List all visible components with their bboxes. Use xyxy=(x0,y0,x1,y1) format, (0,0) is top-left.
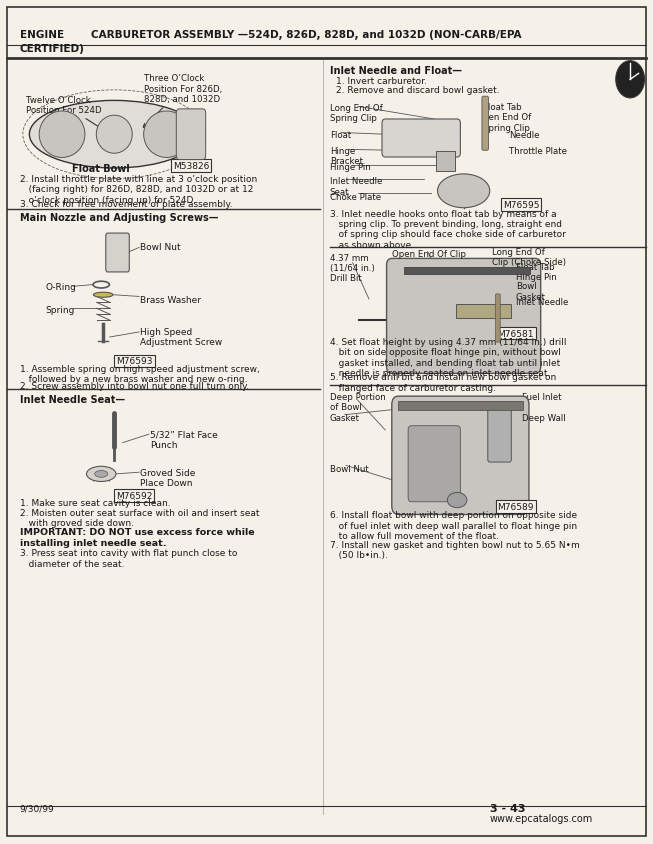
FancyBboxPatch shape xyxy=(404,268,530,275)
Text: M76595: M76595 xyxy=(503,201,539,210)
Text: Deep Portion
of Bowl: Deep Portion of Bowl xyxy=(330,392,385,412)
Text: Bowl Nut: Bowl Nut xyxy=(140,243,181,252)
Ellipse shape xyxy=(438,175,490,208)
Ellipse shape xyxy=(39,112,85,159)
Circle shape xyxy=(616,62,645,99)
Text: M76593: M76593 xyxy=(116,357,153,366)
Text: M53826: M53826 xyxy=(173,162,210,171)
Text: 3. Inlet needle hooks onto float tab by means of a
   spring clip. To prevent bi: 3. Inlet needle hooks onto float tab by … xyxy=(330,209,565,250)
Text: 2. Install throttle plate with line at 3 o’clock position
   (facing right) for : 2. Install throttle plate with line at 3… xyxy=(20,175,257,204)
Text: IMPORTANT: DO NOT use excess force while
installing inlet needle seat.: IMPORTANT: DO NOT use excess force while… xyxy=(20,528,254,547)
Text: Main Nozzle and Adjusting Screws—: Main Nozzle and Adjusting Screws— xyxy=(20,213,218,223)
FancyBboxPatch shape xyxy=(398,402,523,410)
Text: 2. Moisten outer seat surface with oil and insert seat
   with groved side down.: 2. Moisten outer seat surface with oil a… xyxy=(20,508,259,528)
Ellipse shape xyxy=(96,116,132,154)
Text: Float Bowl: Float Bowl xyxy=(72,164,129,174)
Text: 9/30/99: 9/30/99 xyxy=(20,803,54,813)
Text: High Speed
Adjustment Screw: High Speed Adjustment Screw xyxy=(140,327,223,347)
FancyBboxPatch shape xyxy=(436,152,455,172)
Text: CARBURETOR ASSEMBLY —524D, 826D, 828D, and 1032D (NON-CARB/EPA: CARBURETOR ASSEMBLY —524D, 826D, 828D, a… xyxy=(91,30,522,40)
Text: Three O’Clock
Position For 826D,
828D, and 1032D: Three O’Clock Position For 826D, 828D, a… xyxy=(143,74,222,128)
Text: M76589: M76589 xyxy=(498,502,534,511)
Text: Bowl
Gasket: Bowl Gasket xyxy=(516,282,546,301)
Text: Open End Of Clip: Open End Of Clip xyxy=(392,250,466,259)
Text: Float: Float xyxy=(330,131,351,140)
Ellipse shape xyxy=(447,493,467,508)
Text: Inlet Needle and Float—: Inlet Needle and Float— xyxy=(330,66,462,76)
FancyBboxPatch shape xyxy=(408,426,460,502)
Text: 3. Check for free movement of plate assembly.: 3. Check for free movement of plate asse… xyxy=(20,200,232,209)
Text: Float Tab
Hinge Pin: Float Tab Hinge Pin xyxy=(516,262,556,282)
Text: 4. Set float height by using 4.37 mm (11/64 in.) drill
   bit on side opposite f: 4. Set float height by using 4.37 mm (11… xyxy=(330,338,566,378)
FancyBboxPatch shape xyxy=(176,110,206,160)
FancyBboxPatch shape xyxy=(106,234,129,273)
FancyBboxPatch shape xyxy=(496,295,500,343)
Text: 2. Remove and discard bowl gasket.: 2. Remove and discard bowl gasket. xyxy=(336,86,500,95)
Ellipse shape xyxy=(93,293,113,298)
Text: Fuel Inlet: Fuel Inlet xyxy=(522,392,562,402)
Text: M76581: M76581 xyxy=(498,329,534,338)
Text: 7. Install new gasket and tighten bowl nut to 5.65 N•m
   (50 lb•in.).: 7. Install new gasket and tighten bowl n… xyxy=(330,540,579,560)
FancyBboxPatch shape xyxy=(482,97,488,151)
Text: Inlet Needle Seat—: Inlet Needle Seat— xyxy=(20,394,125,404)
Text: Bowl Nut: Bowl Nut xyxy=(330,464,368,473)
Text: 3 - 43: 3 - 43 xyxy=(490,803,525,813)
Text: Twelve O’Clock
Position For 524D: Twelve O’Clock Position For 524D xyxy=(26,96,104,131)
Text: www.epcatalogs.com: www.epcatalogs.com xyxy=(490,813,593,823)
Ellipse shape xyxy=(95,471,108,478)
Text: 6. Install float bowl with deep portion on opposite side
   of fuel inlet with d: 6. Install float bowl with deep portion … xyxy=(330,511,577,540)
Text: Brass Washer: Brass Washer xyxy=(140,295,201,305)
FancyBboxPatch shape xyxy=(387,259,541,374)
FancyBboxPatch shape xyxy=(382,120,460,158)
Text: Gasket: Gasket xyxy=(330,414,360,423)
FancyBboxPatch shape xyxy=(456,305,511,318)
Text: Groved Side
Place Down: Groved Side Place Down xyxy=(140,468,196,488)
Text: Hinge Pin: Hinge Pin xyxy=(330,163,370,172)
Text: 1. Assemble spring on high speed adjustment screw,
   followed by a new brass wa: 1. Assemble spring on high speed adjustm… xyxy=(20,365,259,384)
Text: Throttle Plate: Throttle Plate xyxy=(509,147,567,156)
Text: Needle: Needle xyxy=(509,131,540,140)
Text: Choke Plate: Choke Plate xyxy=(330,192,381,202)
Text: 2. Screw assembly into bowl nut one full turn only.: 2. Screw assembly into bowl nut one full… xyxy=(20,381,249,391)
Text: Hinge
Bracket: Hinge Bracket xyxy=(330,147,363,166)
Text: O-Ring: O-Ring xyxy=(46,283,76,292)
Text: Deep Wall: Deep Wall xyxy=(522,414,566,423)
Ellipse shape xyxy=(144,112,189,159)
Text: Long End Of
Spring Clip: Long End Of Spring Clip xyxy=(330,104,383,123)
Text: Inlet Needle
Seat: Inlet Needle Seat xyxy=(330,177,382,197)
Ellipse shape xyxy=(29,101,199,169)
Ellipse shape xyxy=(86,467,116,482)
FancyBboxPatch shape xyxy=(488,407,511,463)
Text: M76592: M76592 xyxy=(116,491,153,500)
Text: 3. Press seat into cavity with flat punch close to
   diameter of the seat.: 3. Press seat into cavity with flat punc… xyxy=(20,549,237,568)
Text: Spring: Spring xyxy=(46,306,75,315)
Text: 4.37 mm
(11/64 in.)
Drill Bit: 4.37 mm (11/64 in.) Drill Bit xyxy=(330,253,375,283)
FancyBboxPatch shape xyxy=(392,397,529,515)
Text: 5. Remove drill bit and install new bowl gasket on
   flanged face of carburetor: 5. Remove drill bit and install new bowl… xyxy=(330,373,556,392)
Text: Inlet Needle: Inlet Needle xyxy=(516,298,568,307)
Text: CERTIFIED): CERTIFIED) xyxy=(20,44,84,54)
Text: Float Tab
  en End Of
Spring Clip: Float Tab en End Of Spring Clip xyxy=(483,103,532,133)
Text: ENGINE: ENGINE xyxy=(20,30,64,40)
Text: 1. Make sure seat cavity is clean.: 1. Make sure seat cavity is clean. xyxy=(20,498,170,507)
Text: 5/32” Flat Face
Punch: 5/32” Flat Face Punch xyxy=(150,430,218,450)
Text: 1. Invert carburetor.: 1. Invert carburetor. xyxy=(336,77,427,86)
Text: Long End Of
Clip (Choke Side): Long End Of Clip (Choke Side) xyxy=(492,247,566,267)
